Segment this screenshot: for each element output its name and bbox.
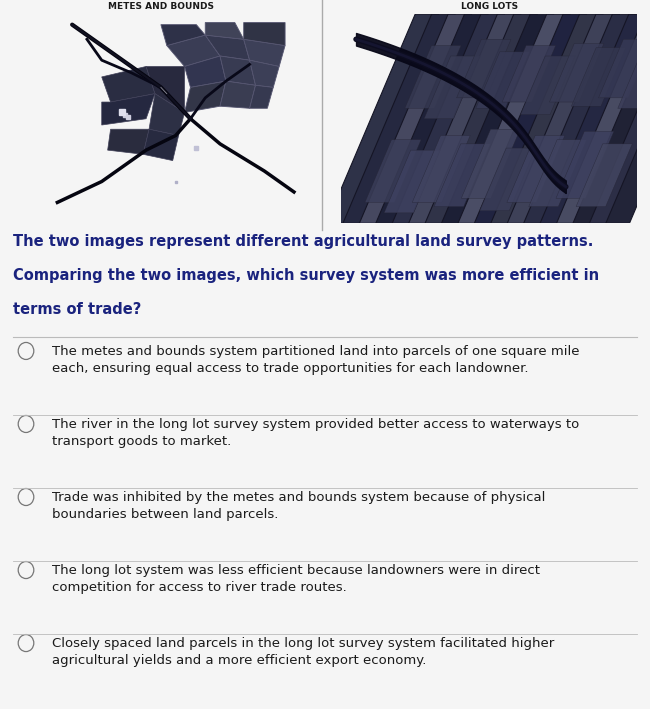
Polygon shape [405, 45, 461, 108]
Polygon shape [573, 14, 650, 223]
Polygon shape [524, 14, 636, 223]
Polygon shape [441, 14, 554, 223]
Polygon shape [618, 52, 650, 108]
Text: The two images represent different agricultural land survey patterns.: The two images represent different agric… [13, 234, 593, 249]
Polygon shape [571, 48, 626, 106]
Polygon shape [462, 129, 520, 199]
Polygon shape [556, 14, 650, 223]
Polygon shape [456, 39, 511, 98]
Polygon shape [476, 52, 529, 108]
Polygon shape [167, 35, 220, 67]
Polygon shape [507, 135, 565, 203]
Polygon shape [502, 45, 556, 102]
Polygon shape [101, 67, 155, 102]
Polygon shape [220, 56, 255, 85]
Polygon shape [149, 94, 185, 135]
Polygon shape [365, 140, 421, 203]
Polygon shape [143, 129, 179, 160]
Polygon shape [458, 14, 570, 223]
Polygon shape [101, 94, 155, 125]
Polygon shape [425, 14, 538, 223]
Polygon shape [556, 131, 614, 199]
Polygon shape [205, 35, 250, 60]
Polygon shape [507, 14, 619, 223]
Text: LONG LOTS: LONG LOTS [461, 1, 517, 11]
Polygon shape [540, 14, 650, 223]
Polygon shape [359, 14, 472, 223]
Polygon shape [220, 81, 255, 108]
Polygon shape [205, 23, 244, 39]
Polygon shape [185, 56, 226, 87]
Text: Comparing the two images, which survey system was more efficient in: Comparing the two images, which survey s… [13, 268, 599, 283]
Polygon shape [185, 81, 226, 113]
Text: METES AND BOUNDS: METES AND BOUNDS [108, 1, 214, 11]
Polygon shape [576, 144, 632, 206]
Text: The metes and bounds system partitioned land into parcels of one square mile
eac: The metes and bounds system partitioned … [52, 345, 580, 375]
Polygon shape [376, 14, 488, 223]
Polygon shape [250, 85, 273, 108]
Polygon shape [409, 14, 521, 223]
Polygon shape [326, 14, 439, 223]
Polygon shape [480, 148, 536, 211]
Polygon shape [161, 25, 205, 45]
Polygon shape [108, 129, 149, 155]
Polygon shape [599, 39, 650, 98]
Text: Trade was inhibited by the metes and bounds system because of physical
boundarie: Trade was inhibited by the metes and bou… [52, 491, 545, 521]
Polygon shape [491, 14, 603, 223]
Polygon shape [343, 14, 455, 223]
Polygon shape [549, 43, 604, 102]
Text: The river in the long lot survey system provided better access to waterways to
t: The river in the long lot survey system … [52, 418, 579, 448]
Polygon shape [244, 39, 285, 67]
Polygon shape [250, 60, 280, 87]
Text: terms of trade?: terms of trade? [13, 302, 142, 317]
Polygon shape [392, 14, 504, 223]
Polygon shape [412, 135, 470, 203]
Polygon shape [384, 150, 440, 213]
Polygon shape [474, 14, 587, 223]
Text: Closely spaced land parcels in the long lot survey system facilitated higher
agr: Closely spaced land parcels in the long … [52, 637, 554, 667]
Polygon shape [424, 56, 480, 119]
Polygon shape [590, 14, 650, 223]
Polygon shape [244, 23, 285, 45]
Polygon shape [146, 67, 185, 113]
Polygon shape [521, 56, 575, 115]
Text: The long lot system was less efficient because landowners were in direct
competi: The long lot system was less efficient b… [52, 564, 540, 594]
Polygon shape [606, 14, 650, 223]
Polygon shape [528, 140, 587, 206]
Polygon shape [434, 144, 490, 206]
